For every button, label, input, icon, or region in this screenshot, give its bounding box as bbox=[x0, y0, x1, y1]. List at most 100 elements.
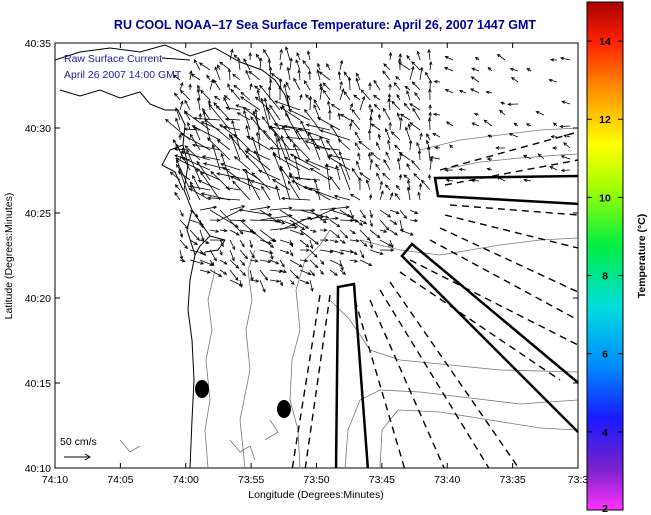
current-vector bbox=[550, 134, 558, 139]
current-vector bbox=[309, 207, 337, 221]
current-vector bbox=[411, 61, 421, 71]
current-vector bbox=[172, 74, 181, 81]
current-vector bbox=[390, 131, 401, 141]
current-vector bbox=[319, 129, 351, 141]
current-vector bbox=[209, 229, 220, 233]
current-vector bbox=[202, 108, 211, 121]
current-vector bbox=[485, 90, 493, 95]
current-vector bbox=[389, 229, 398, 236]
current-vector bbox=[214, 66, 221, 81]
current-vector bbox=[387, 139, 391, 151]
current-vector bbox=[393, 81, 401, 91]
current-vector bbox=[339, 59, 344, 71]
radar-radials bbox=[291, 131, 578, 468]
current-vector bbox=[309, 259, 319, 269]
current-vector bbox=[279, 249, 290, 254]
current-vector bbox=[294, 176, 321, 181]
current-vector bbox=[230, 88, 241, 101]
current-vector bbox=[349, 238, 360, 243]
current-vector bbox=[560, 168, 571, 173]
current-vector bbox=[180, 157, 211, 171]
current-vector bbox=[236, 57, 241, 71]
current-vector bbox=[213, 79, 221, 91]
current-vector bbox=[329, 239, 339, 244]
current-vector bbox=[356, 72, 361, 81]
y-tick-label: 40:35 bbox=[25, 38, 51, 50]
current-vector bbox=[399, 229, 414, 236]
current-vector bbox=[198, 62, 211, 71]
current-vector bbox=[189, 239, 199, 245]
current-vector bbox=[319, 216, 340, 221]
bathymetry-contours bbox=[119, 127, 578, 468]
current-vector bbox=[302, 59, 311, 71]
current-vector bbox=[369, 158, 374, 171]
current-vector bbox=[367, 152, 372, 161]
current-vector bbox=[279, 106, 301, 121]
scale-label: 50 cm/s bbox=[60, 436, 97, 448]
current-vector bbox=[285, 81, 291, 91]
current-vector bbox=[428, 60, 433, 71]
coastline bbox=[55, 44, 291, 468]
current-vector bbox=[209, 238, 225, 242]
current-vector bbox=[274, 100, 301, 111]
colorbar-tick-label: 6 bbox=[602, 349, 608, 361]
current-vector bbox=[179, 146, 185, 161]
current-vector bbox=[184, 145, 201, 161]
current-vector bbox=[219, 61, 231, 71]
current-vector bbox=[189, 70, 193, 81]
current-vector bbox=[179, 219, 189, 230]
current-vector bbox=[317, 62, 321, 71]
current-vector bbox=[295, 129, 311, 151]
current-vector bbox=[239, 259, 246, 266]
current-vector bbox=[311, 138, 321, 161]
current-vector bbox=[225, 106, 241, 111]
current-vector bbox=[550, 58, 558, 62]
radial-line bbox=[304, 294, 331, 468]
current-vector bbox=[259, 239, 273, 245]
current-vector bbox=[291, 180, 311, 191]
current-vector bbox=[299, 258, 309, 263]
current-vector bbox=[309, 279, 314, 292]
current-vector bbox=[286, 66, 291, 81]
current-vector bbox=[337, 112, 341, 121]
current-vector bbox=[189, 229, 200, 242]
current-vector bbox=[299, 248, 311, 252]
current-vector bbox=[279, 279, 283, 287]
current-vector bbox=[196, 96, 201, 111]
current-vector bbox=[319, 238, 329, 242]
current-vector bbox=[249, 82, 253, 91]
current-vector bbox=[293, 77, 301, 91]
current-vector bbox=[522, 155, 532, 160]
current-vector bbox=[269, 219, 286, 225]
current-vector bbox=[203, 118, 231, 141]
current-vector bbox=[191, 125, 221, 141]
current-vector bbox=[385, 151, 391, 161]
current-vector bbox=[417, 149, 422, 161]
current-vector bbox=[239, 279, 243, 288]
current-vector bbox=[382, 70, 391, 81]
current-vector bbox=[399, 219, 404, 233]
current-vector bbox=[552, 146, 558, 150]
current-vector bbox=[391, 100, 401, 111]
current-vector bbox=[406, 54, 411, 61]
current-vector bbox=[552, 122, 558, 127]
current-vector bbox=[548, 78, 558, 83]
current-vector bbox=[351, 108, 361, 121]
current-vector bbox=[368, 82, 372, 91]
current-vector bbox=[425, 71, 431, 81]
current-vector bbox=[458, 89, 467, 94]
current-vector bbox=[404, 126, 411, 141]
current-vector bbox=[178, 167, 191, 201]
current-vector bbox=[299, 239, 310, 248]
colorbar-tick-label: 2 bbox=[602, 503, 608, 515]
current-vector bbox=[199, 219, 204, 229]
current-vector bbox=[259, 259, 272, 264]
current-vector bbox=[209, 249, 217, 262]
current-vector bbox=[339, 239, 346, 244]
legend-line-1: Raw Surface Current bbox=[64, 53, 162, 65]
current-vector bbox=[339, 80, 343, 91]
colorbar-tick-label: 4 bbox=[602, 427, 608, 439]
current-vector bbox=[369, 229, 381, 239]
current-vector bbox=[369, 219, 373, 228]
current-vector bbox=[434, 145, 441, 150]
